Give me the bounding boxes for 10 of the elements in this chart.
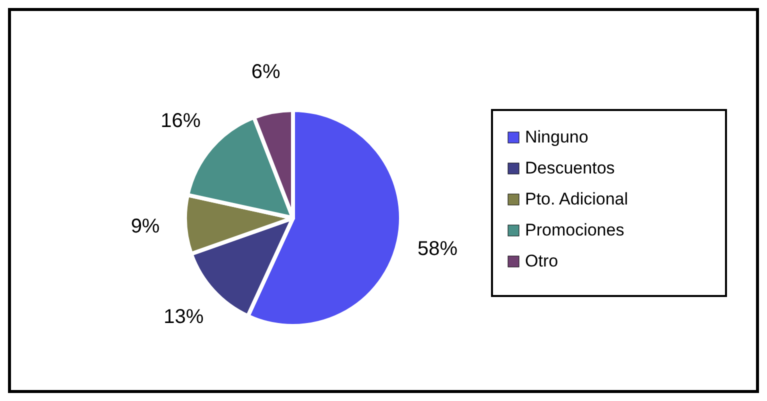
legend-label: Promociones	[525, 220, 624, 240]
data-label: 13%	[164, 306, 204, 328]
data-label: 58%	[418, 238, 458, 260]
data-label: 6%	[251, 60, 280, 83]
legend-label: Descuentos	[525, 158, 615, 178]
legend-label: Otro	[525, 251, 558, 270]
data-label: 16%	[160, 110, 201, 132]
data-label: 9%	[130, 215, 160, 238]
legend-label: Pto. Adicional	[525, 189, 628, 208]
legend-label: Ninguno	[525, 127, 588, 146]
